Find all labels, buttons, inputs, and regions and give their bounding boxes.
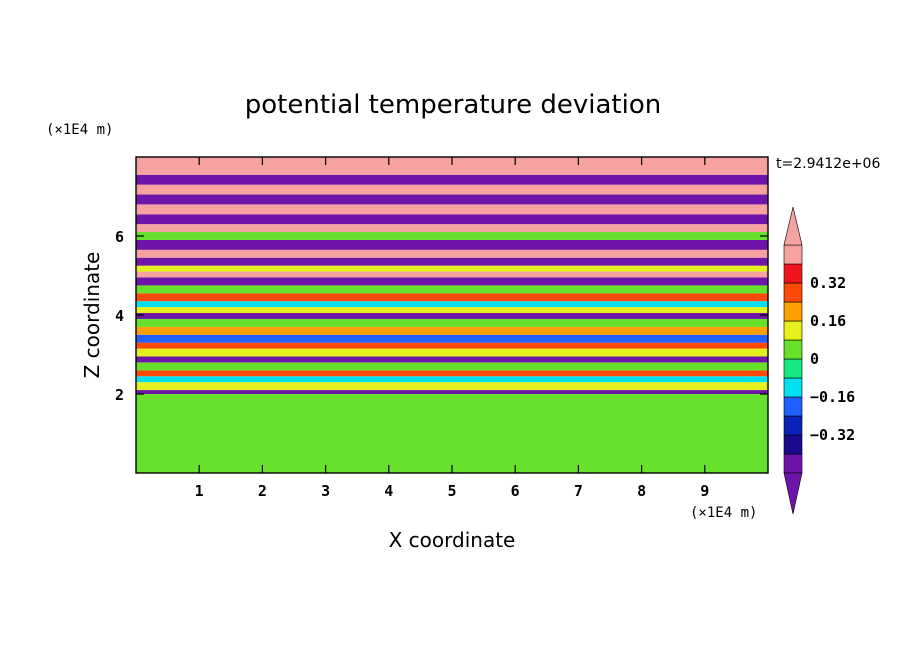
contour-band-30 xyxy=(136,157,768,175)
contour-band-15 xyxy=(136,293,768,302)
contour-band-18 xyxy=(136,271,768,278)
colorbar-over-arrow xyxy=(783,206,803,246)
x-tick-label-8: 8 xyxy=(637,482,646,500)
plot-area: 1 2 3 4 5 6 7 8 9 2 4 6 xyxy=(115,156,769,500)
colorbar-segment-3 xyxy=(783,396,803,417)
colorbar-label-4: −0.32 xyxy=(810,426,855,444)
contour-band-19 xyxy=(136,265,768,272)
colorbar-segment-5 xyxy=(783,358,803,379)
colorbar-segment-8 xyxy=(783,301,803,322)
y-axis-ticks: 2 4 6 xyxy=(115,228,768,404)
contour-band-24 xyxy=(136,224,768,233)
colorbar-segment-9 xyxy=(783,282,803,303)
contour-band-2 xyxy=(136,382,768,391)
colorbar-segment-4 xyxy=(783,377,803,398)
colorbar-segment-2 xyxy=(783,415,803,436)
colorbar-label-2: 0 xyxy=(810,350,819,368)
contour-band-5 xyxy=(136,362,768,371)
y-axis-unit-label: (×1E4 m) xyxy=(46,122,113,138)
y-tick-label-2: 2 xyxy=(115,386,124,404)
x-tick-label-4: 4 xyxy=(384,482,393,500)
contour-field xyxy=(136,157,768,473)
contour-band-11 xyxy=(136,318,768,327)
contour-band-21 xyxy=(136,249,768,258)
colorbar-label-0: 0.32 xyxy=(810,274,846,292)
x-axis-ticks: 1 2 3 4 5 6 7 8 9 xyxy=(195,157,709,500)
contour-band-27 xyxy=(136,194,768,205)
contour-band-14 xyxy=(136,301,768,308)
x-tick-label-1: 1 xyxy=(195,482,204,500)
contour-band-4 xyxy=(136,370,768,377)
time-stamp-label: t=2.9412e+06 xyxy=(776,156,880,172)
contour-band-25 xyxy=(136,214,768,225)
colorbar-segment-11 xyxy=(783,244,803,265)
contour-band-9 xyxy=(136,334,768,343)
x-tick-label-6: 6 xyxy=(511,482,520,500)
colorbar-segment-10 xyxy=(783,263,803,284)
contour-band-17 xyxy=(136,277,768,286)
contour-band-3 xyxy=(136,376,768,383)
contour-band-10 xyxy=(136,326,768,335)
colorbar-segments xyxy=(783,206,803,515)
x-tick-label-9: 9 xyxy=(700,482,709,500)
contour-band-0 xyxy=(136,394,768,473)
contour-band-20 xyxy=(136,257,768,266)
colorbar-segment-0 xyxy=(783,453,803,474)
contour-band-26 xyxy=(136,204,768,215)
contour-band-1 xyxy=(136,390,768,394)
y-tick-label-6: 6 xyxy=(115,228,124,246)
x-axis-unit-label: (×1E4 m) xyxy=(690,505,757,521)
contour-band-16 xyxy=(136,285,768,294)
colorbar-segment-1 xyxy=(783,434,803,455)
contour-band-29 xyxy=(136,174,768,185)
contour-band-7 xyxy=(136,348,768,357)
colorbar: 0.32 0.16 0 −0.16 −0.32 xyxy=(783,206,855,515)
contour-band-28 xyxy=(136,184,768,195)
colorbar-segment-7 xyxy=(783,320,803,341)
x-tick-label-7: 7 xyxy=(574,482,583,500)
contour-band-22 xyxy=(136,239,768,250)
x-axis-label: X coordinate xyxy=(389,528,516,552)
contour-band-6 xyxy=(136,356,768,363)
y-tick-label-4: 4 xyxy=(115,307,124,325)
colorbar-label-3: −0.16 xyxy=(810,388,855,406)
chart-title: potential temperature deviation xyxy=(245,90,661,120)
x-tick-label-5: 5 xyxy=(447,482,456,500)
contour-band-13 xyxy=(136,307,768,314)
colorbar-under-arrow xyxy=(783,472,803,515)
colorbar-segment-6 xyxy=(783,339,803,360)
contour-band-12 xyxy=(136,313,768,319)
contour-band-8 xyxy=(136,342,768,349)
y-axis-label: Z coordinate xyxy=(80,252,104,379)
x-tick-label-2: 2 xyxy=(258,482,267,500)
contour-band-23 xyxy=(136,232,768,240)
x-tick-label-3: 3 xyxy=(321,482,330,500)
colorbar-label-1: 0.16 xyxy=(810,312,846,330)
colorbar-labels: 0.32 0.16 0 −0.16 −0.32 xyxy=(810,274,855,444)
